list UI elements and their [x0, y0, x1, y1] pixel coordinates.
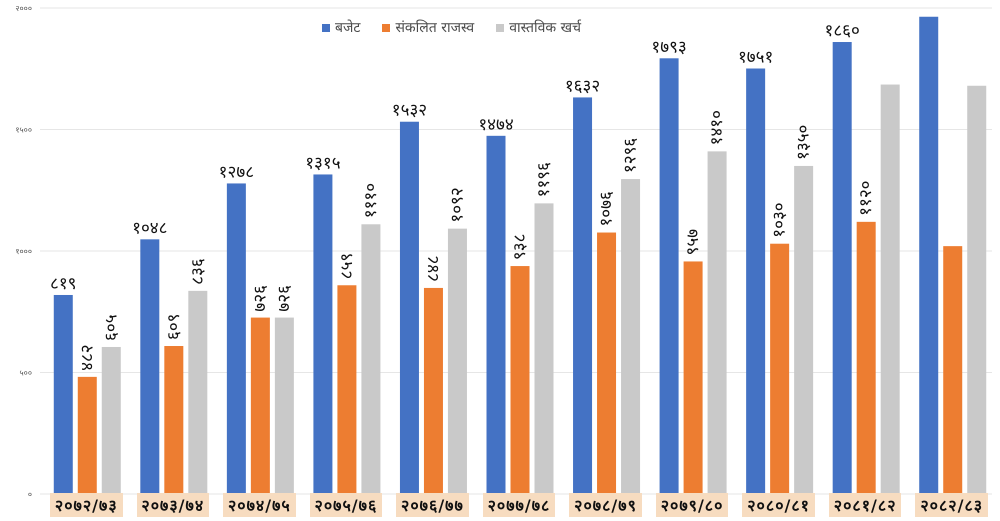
x-tick-label: २०७२/७३	[50, 493, 123, 517]
data-label-budget: ८१९	[50, 274, 77, 294]
data-label-expenditure: ११९६	[534, 162, 554, 198]
bar-expenditure	[361, 224, 381, 494]
legend-swatch-expenditure	[496, 23, 505, 32]
x-tick-label: २०८२/८३	[915, 493, 988, 517]
data-label-revenue: ९५७	[683, 229, 703, 256]
bar-revenue	[250, 317, 270, 494]
x-tick-label: २०७७/७८	[482, 493, 556, 517]
bar-revenue	[337, 285, 357, 494]
bar-revenue	[683, 261, 703, 494]
legend-label-budget: बजेट	[335, 20, 361, 36]
x-tick-label: २०७५/७६	[309, 493, 383, 517]
bar-revenue	[856, 221, 876, 494]
data-label-revenue: ४८२	[77, 344, 97, 371]
data-label-revenue: ७२६	[250, 285, 270, 312]
data-label-expenditure: ७२६	[274, 285, 294, 312]
legend-item-expenditure: वास्तविक खर्च	[496, 18, 581, 37]
data-label-revenue: ११२०	[856, 180, 876, 215]
bar-revenue	[164, 346, 184, 494]
legend: बजेट संकलित राजस्व वास्तविक खर्च	[322, 18, 581, 37]
bar-expenditure	[880, 84, 900, 495]
data-label-expenditure: ८३६	[188, 258, 208, 285]
data-label-revenue: ८५९	[337, 253, 357, 280]
legend-item-revenue: संकलित राजस्व	[382, 18, 474, 37]
bar-budget	[746, 68, 766, 494]
bar-budget	[919, 16, 939, 495]
bar-budget	[140, 239, 160, 494]
data-label-revenue: ९३८	[510, 234, 530, 261]
data-label-budget: १२७८	[219, 162, 254, 182]
legend-swatch-budget	[322, 23, 330, 32]
bar-expenditure	[794, 165, 814, 494]
bar-budget	[53, 294, 73, 494]
bar-revenue	[77, 376, 97, 494]
bar-expenditure	[188, 290, 208, 494]
data-label-expenditure: १२९६	[621, 138, 641, 174]
y-tick-label: २०००	[15, 4, 32, 13]
data-label-budget: १८६०	[824, 21, 859, 41]
legend-swatch-revenue	[382, 23, 391, 32]
x-tick-label: २०८१/८२	[828, 493, 902, 517]
data-label-expenditure: १११०	[361, 183, 381, 218]
bar-budget	[573, 97, 593, 494]
bar-budget	[832, 42, 852, 495]
bar-budget	[226, 183, 246, 495]
bar-budget	[659, 58, 679, 495]
bar-revenue	[943, 246, 963, 494]
data-label-expenditure: १०९२	[447, 187, 467, 222]
bar-expenditure	[534, 203, 554, 494]
legend-label-revenue: संकलित राजस्व	[395, 20, 475, 36]
data-label-expenditure: १३५०	[794, 125, 814, 160]
bar-expenditure	[707, 151, 727, 494]
bar-expenditure	[967, 85, 987, 494]
y-tick-label: ५००	[20, 369, 32, 378]
data-label-expenditure: १४१०	[707, 110, 727, 145]
data-label-budget: १५३२	[392, 101, 427, 121]
data-label-budget: १७९३	[651, 37, 686, 57]
data-label-revenue: १०७६	[597, 191, 617, 227]
bar-revenue	[423, 287, 443, 494]
data-label-revenue: ६०९	[164, 313, 184, 340]
data-label-budget: १७५१	[738, 48, 773, 68]
y-tick-label: ०	[28, 490, 32, 499]
bar-budget	[486, 135, 506, 494]
x-tick-label: २०८०/८१	[742, 493, 815, 517]
y-tick-label: १५००	[15, 126, 32, 135]
data-label-budget: १३१५	[305, 153, 340, 173]
bar-budget	[399, 121, 419, 494]
data-label-budget: १४७४	[478, 115, 513, 135]
bar-expenditure	[101, 346, 121, 494]
bar-revenue	[597, 232, 617, 495]
bar-revenue	[510, 266, 530, 494]
data-label-budget: १६३२	[565, 76, 600, 96]
data-label-revenue: १०३०	[770, 202, 790, 237]
x-tick-label: २०७६/७७	[396, 493, 469, 517]
y-tick-label: १०००	[15, 247, 32, 256]
bar-revenue	[770, 243, 790, 494]
x-tick-label: २०७८/७९	[569, 493, 642, 517]
x-tick-label: २०७४/७५	[223, 493, 296, 517]
bar-expenditure	[447, 228, 467, 495]
x-tick-label: २०७३/७४	[136, 493, 210, 517]
legend-label-expenditure: वास्तविक खर्च	[509, 20, 581, 36]
legend-item-budget: बजेट	[322, 18, 360, 37]
data-label-expenditure: ६०५	[101, 314, 121, 341]
data-label-revenue: ८४८	[423, 255, 443, 282]
x-tick-label: २०७९/८०	[655, 493, 729, 517]
data-label-budget: १०४८	[132, 218, 167, 238]
bar-budget	[313, 174, 333, 494]
bar-expenditure	[621, 179, 641, 494]
bar-expenditure	[274, 317, 294, 494]
